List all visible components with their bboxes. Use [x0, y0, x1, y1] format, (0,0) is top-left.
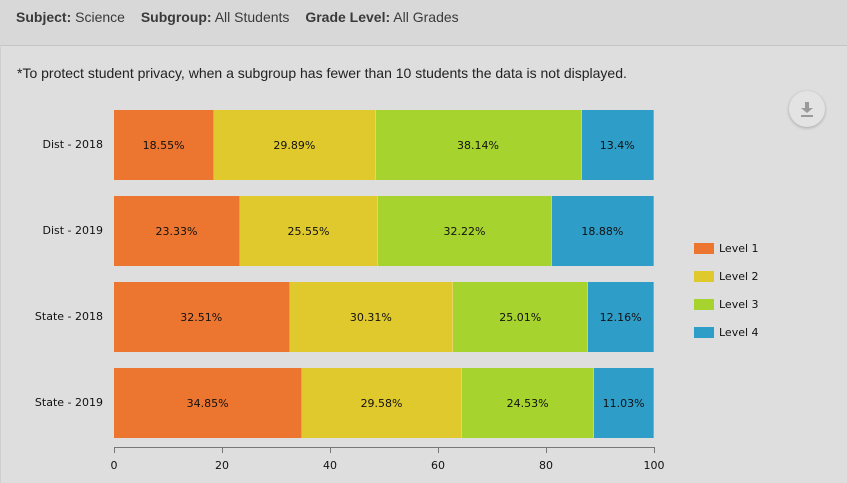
filter-subgroup-label: Subgroup:	[140, 9, 212, 25]
bar-segment-level-4[interactable]: 13.4%	[581, 110, 654, 180]
x-axis-tick-label: 100	[643, 459, 665, 472]
bar-segment-level-1[interactable]: 34.85%	[114, 368, 303, 438]
legend-swatch	[694, 326, 714, 338]
filter-subject-value: Science	[75, 9, 125, 25]
download-button[interactable]	[789, 91, 825, 127]
filter-grade-level-value: All Grades	[393, 9, 459, 25]
bar-segment-level-3[interactable]: 32.22%	[377, 196, 552, 266]
legend-item-level-4[interactable]: Level 4	[694, 318, 759, 346]
legend-swatch	[694, 298, 714, 310]
bar-segment-level-4[interactable]: 11.03%	[594, 368, 654, 438]
bar-segment-level-1[interactable]: 32.51%	[114, 282, 290, 352]
x-axis-tick-label: 80	[539, 459, 553, 472]
x-axis-tick-label: 60	[431, 459, 445, 472]
x-axis-tick-label: 20	[215, 459, 229, 472]
bar-segment-level-3[interactable]: 25.01%	[453, 282, 589, 352]
bar-segment-level-2[interactable]: 29.58%	[302, 368, 462, 438]
row-label: Dist - 2019	[42, 224, 103, 237]
legend-item-level-1[interactable]: Level 1	[694, 234, 759, 262]
legend-label: Level 1	[719, 241, 759, 255]
legend-label: Level 2	[719, 269, 759, 283]
x-axis-line	[114, 447, 655, 448]
x-axis-tick	[330, 447, 331, 453]
bar-segment-level-4[interactable]: 12.16%	[588, 282, 654, 352]
x-axis-tick	[222, 447, 223, 453]
privacy-note: *To protect student privacy, when a subg…	[17, 65, 627, 81]
legend-swatch	[694, 242, 714, 254]
bar-segment-level-4[interactable]: 18.88%	[551, 196, 654, 266]
legend-item-level-2[interactable]: Level 2	[694, 262, 759, 290]
filter-grade-level-label: Grade Level:	[305, 9, 391, 25]
filter-header: Subject: Science Subgroup: All Students …	[0, 0, 847, 46]
legend-item-level-3[interactable]: Level 3	[694, 290, 759, 318]
stacked-bar-chart: Dist - 2018 18.55% 29.89% 38.14% 13.4% Dist -…	[1, 47, 847, 483]
filter-subgroup-value: All Students	[214, 9, 290, 25]
stacked-bar: 23.33% 25.55% 32.22% 18.88%	[114, 196, 654, 266]
chart-panel: *To protect student privacy, when a subg…	[0, 47, 847, 483]
x-axis-tick	[654, 447, 655, 453]
stacked-bar: 32.51% 30.31% 25.01% 12.16%	[114, 282, 654, 352]
row-label: Dist - 2018	[42, 138, 103, 151]
stacked-bar: 18.55% 29.89% 38.14% 13.4%	[114, 110, 654, 180]
stacked-bar: 34.85% 29.58% 24.53% 11.03%	[114, 368, 654, 438]
legend-label: Level 3	[719, 297, 759, 311]
filter-subject-label: Subject:	[16, 9, 72, 25]
row-label: State - 2018	[34, 310, 103, 323]
x-axis-tick	[546, 447, 547, 453]
filter-subject: Subject: Science	[16, 9, 125, 25]
bar-segment-level-3[interactable]: 24.53%	[461, 368, 595, 438]
legend-swatch	[694, 270, 714, 282]
row-label: State - 2019	[34, 396, 103, 409]
filter-grade-level: Grade Level: All Grades	[305, 9, 458, 25]
legend-label: Level 4	[719, 325, 759, 339]
download-icon	[801, 102, 813, 117]
bar-segment-level-2[interactable]: 25.55%	[239, 196, 378, 266]
x-axis-tick	[438, 447, 439, 453]
bar-segment-level-2[interactable]: 30.31%	[289, 282, 454, 352]
bar-segment-level-2[interactable]: 29.89%	[214, 110, 376, 180]
bar-segment-level-3[interactable]: 38.14%	[375, 110, 582, 180]
chart-legend: Level 1 Level 2 Level 3 Level 4	[694, 234, 759, 346]
x-axis-tick	[114, 447, 115, 453]
bar-segment-level-1[interactable]: 18.55%	[114, 110, 215, 180]
bar-segment-level-1[interactable]: 23.33%	[114, 196, 240, 266]
x-axis-tick-label: 40	[323, 459, 337, 472]
x-axis-tick-label: 0	[110, 459, 118, 472]
filter-subgroup: Subgroup: All Students	[141, 9, 290, 25]
